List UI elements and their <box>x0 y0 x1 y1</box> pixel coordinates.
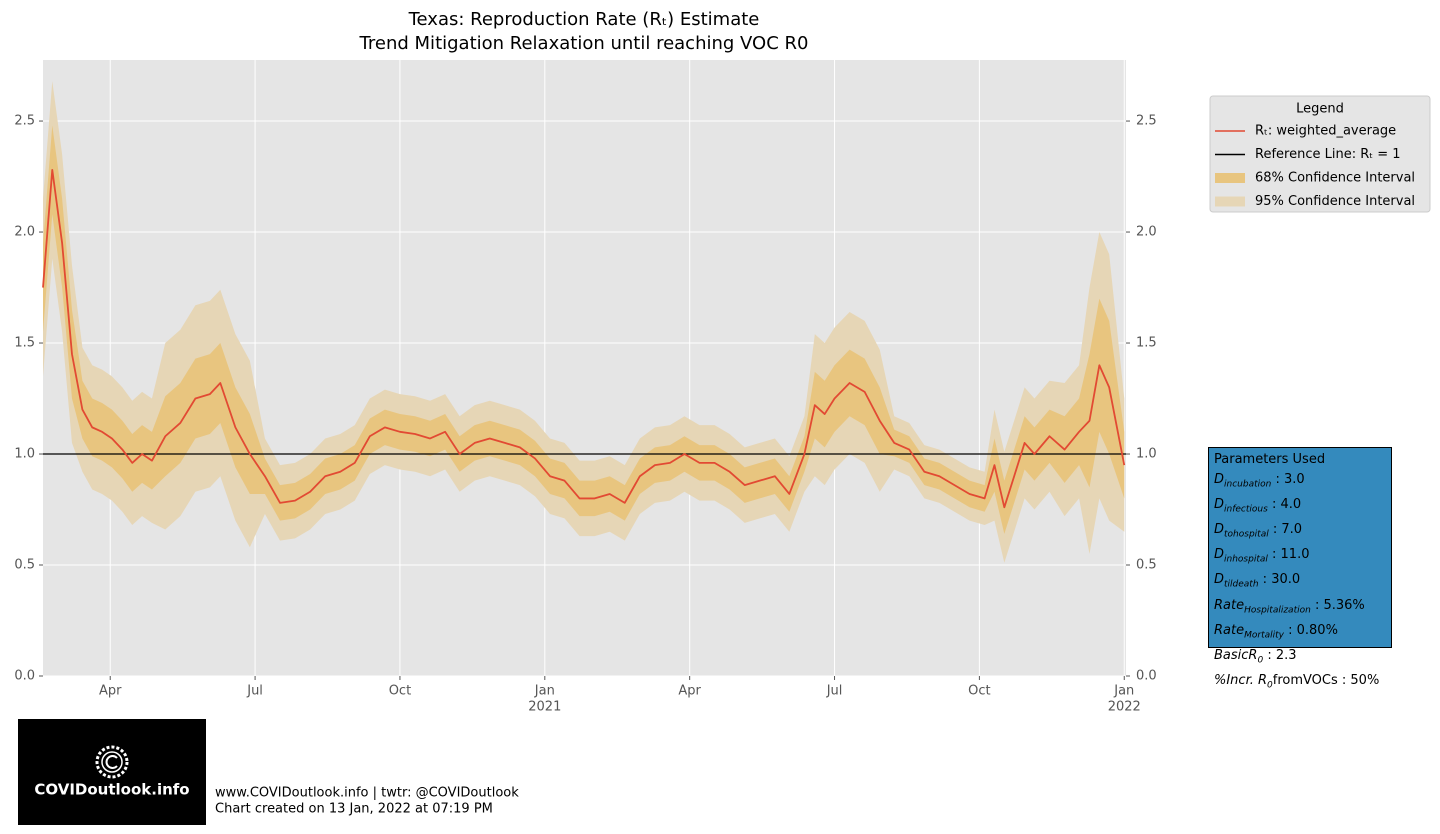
confidence-band <box>43 125 1125 534</box>
parameter: BasicR0 : 2.3 <box>1214 646 1386 671</box>
confidence-band <box>43 81 1125 563</box>
parameter-rest: : 4.0 <box>1267 496 1302 512</box>
parameter-rest: : 3.0 <box>1271 471 1305 487</box>
parameter: Dinhospital : 11.0 <box>1214 545 1386 570</box>
footer-line: Chart created on 13 Jan, 2022 at 07:19 P… <box>215 802 493 817</box>
parameter-sub: tildeath <box>1224 579 1259 590</box>
legend-label: 68% Confidence Interval <box>1255 171 1415 186</box>
parameter-name: D <box>1214 496 1225 512</box>
logo-icon-ring <box>101 751 123 773</box>
parameters-box: Parameters Used Dincubation : 3.0 Dinfect… <box>1208 447 1392 691</box>
parameter-name: BasicR <box>1214 647 1258 663</box>
legend-swatch <box>1215 173 1245 183</box>
parameter-rest: : 5.36% <box>1310 597 1365 613</box>
parameter-sub: infectious <box>1224 504 1268 515</box>
chart-subtitle: Trend Mitigation Relaxation until reachi… <box>359 33 809 54</box>
parameter: Dtildeath : 30.0 <box>1214 570 1386 595</box>
parameter-rest: fromVOCs : 50% <box>1272 673 1380 689</box>
legend-title: Legend <box>1296 102 1344 117</box>
x-tick-label: Oct <box>968 684 990 699</box>
plot-area <box>42 60 1126 677</box>
parameter-rest: : 7.0 <box>1268 521 1303 537</box>
y2-tick-label: 1.0 <box>1136 447 1157 462</box>
parameter-rest: : 2.3 <box>1263 647 1297 663</box>
y-tick-label: 1.0 <box>14 447 35 462</box>
parameter: Dinfectious : 4.0 <box>1214 495 1386 520</box>
x-tick-label: Jan <box>534 684 555 699</box>
parameters-title: Parameters Used <box>1214 452 1326 467</box>
parameter: %Incr. R0fromVOCs : 50% <box>1214 671 1386 696</box>
logo-icon <box>95 745 129 779</box>
parameter-sub: 0 <box>1267 680 1273 691</box>
y2-tick-label: 2.5 <box>1136 114 1157 129</box>
y-tick-label: 2.5 <box>14 114 35 129</box>
legend-box <box>1209 95 1431 213</box>
x-year-label: 2022 <box>1108 700 1141 715</box>
parameter-sub: 0 <box>1257 655 1264 666</box>
parameter-sub: Hospitalization <box>1244 605 1311 616</box>
y-tick-label: 2.0 <box>14 225 35 240</box>
parameter-rest: : 0.80% <box>1283 622 1338 638</box>
legend-label: Reference Line: Rₜ = 1 <box>1255 147 1401 162</box>
parameter-name: D <box>1214 547 1225 563</box>
legend-swatch <box>1215 196 1245 207</box>
parameter: RateHospitalization : 5.36% <box>1214 596 1386 621</box>
x-tick-label: Jan <box>1113 684 1134 699</box>
parameter-name: D <box>1214 521 1225 537</box>
y2-tick-label: 0.5 <box>1136 558 1157 573</box>
parameter-name: Rate <box>1214 597 1245 613</box>
parameter: RateMortality : 0.80% <box>1214 621 1386 646</box>
x-tick-label: Apr <box>678 684 701 699</box>
x-tick-label: Oct <box>389 684 411 699</box>
y2-tick-label: 2.0 <box>1136 225 1157 240</box>
parameter: Dtohospital : 7.0 <box>1214 520 1386 545</box>
legend-label: Rₜ: weighted_average <box>1255 124 1396 139</box>
legend-label: 95% Confidence Interval <box>1255 194 1415 209</box>
x-tick-label: Apr <box>99 684 122 699</box>
parameter-name: D <box>1214 471 1225 487</box>
y-tick-label: 0.5 <box>14 558 35 573</box>
y-tick-label: 0.0 <box>14 669 35 684</box>
y2-tick-label: 1.5 <box>1136 336 1157 351</box>
x-tick-label: Jul <box>826 684 843 699</box>
parameter: Dincubation : 3.0 <box>1214 470 1386 495</box>
chart-title: Texas: Reproduction Rate (Rₜ) Estimate <box>408 9 760 30</box>
footer-line: www.COVIDoutlook.info | twtr: @COVIDoutl… <box>215 786 519 801</box>
parameter-name: D <box>1214 572 1225 588</box>
logo-text: COVIDoutlook.info <box>34 781 189 799</box>
parameter-sub: Mortality <box>1244 630 1284 641</box>
parameter-name: %Incr. R <box>1214 673 1268 689</box>
parameter-sub: inhospital <box>1224 554 1268 565</box>
series-line <box>42 168 1126 509</box>
x-year-label: 2021 <box>528 700 561 715</box>
parameter-sub: tohospital <box>1224 529 1269 540</box>
parameter-sub: incubation <box>1224 479 1272 490</box>
parameter-rest: : 11.0 <box>1267 547 1310 563</box>
parameter-rest: : 30.0 <box>1258 572 1301 588</box>
parameter-name: Rate <box>1214 622 1245 638</box>
logo-icon-c <box>105 755 118 769</box>
y2-tick-label: 0.0 <box>1136 669 1157 684</box>
y-tick-label: 1.5 <box>14 336 35 351</box>
x-tick-label: Jul <box>246 684 263 699</box>
